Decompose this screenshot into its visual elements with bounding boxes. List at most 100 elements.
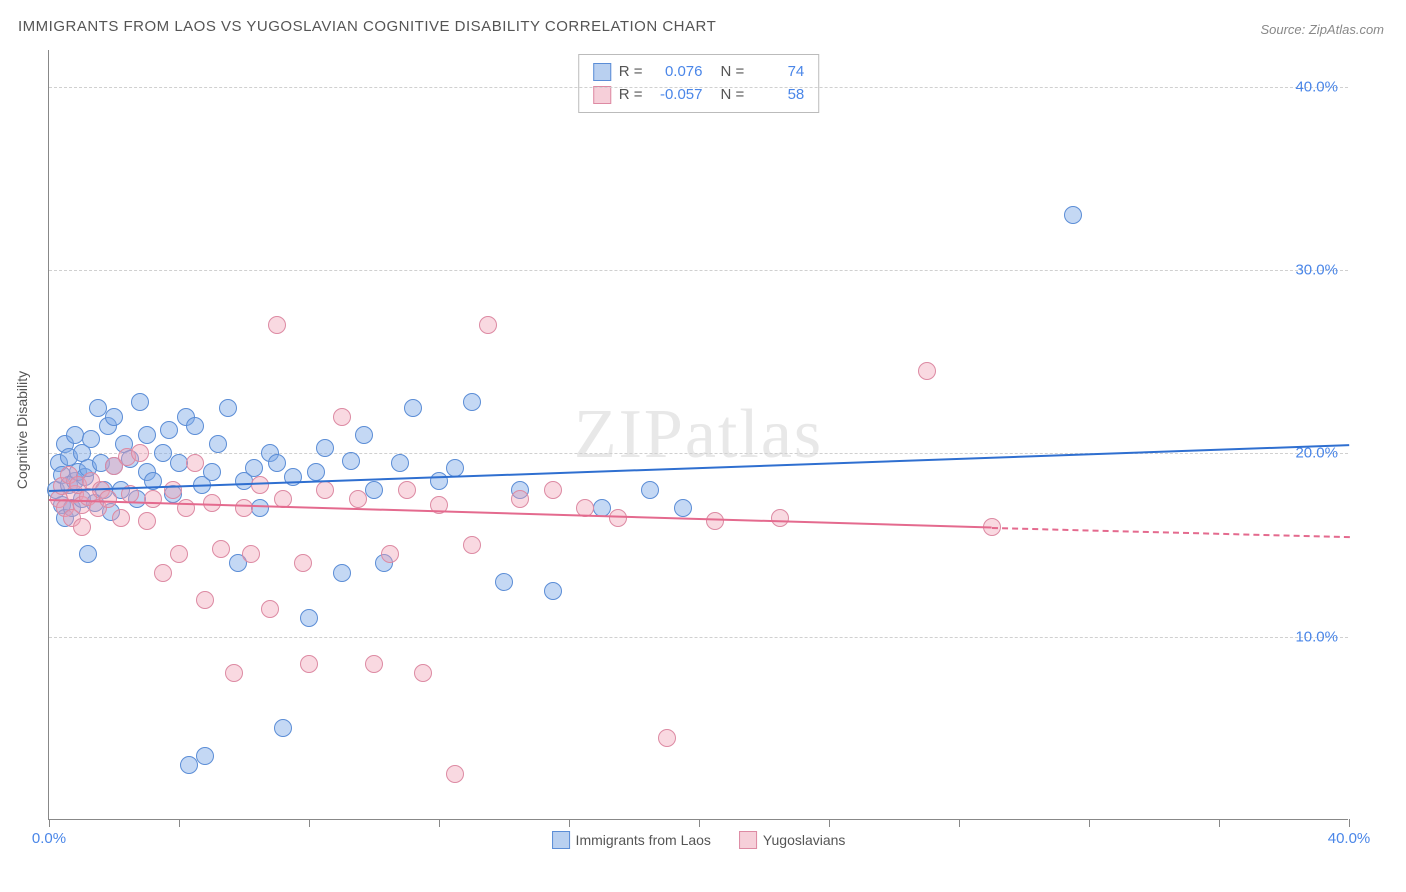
data-point (186, 417, 204, 435)
data-point (209, 435, 227, 453)
x-tick (569, 819, 570, 827)
data-point (414, 664, 432, 682)
data-point (771, 509, 789, 527)
data-point (242, 545, 260, 563)
plot-area: ZIPatlas R =0.076N =74R =-0.057N =58 Imm… (48, 50, 1348, 820)
data-point (544, 582, 562, 600)
data-point (1064, 206, 1082, 224)
data-point (131, 444, 149, 462)
watermark-bold: ZIP (574, 396, 685, 473)
data-point (544, 481, 562, 499)
data-point (131, 393, 149, 411)
legend-label: Yugoslavians (763, 832, 846, 848)
data-point (316, 439, 334, 457)
stat-N-value: 74 (752, 61, 804, 84)
x-tick (699, 819, 700, 827)
legend-swatch (739, 831, 757, 849)
data-point (180, 756, 198, 774)
data-point (294, 554, 312, 572)
data-point (706, 512, 724, 530)
data-point (355, 426, 373, 444)
data-point (316, 481, 334, 499)
data-point (300, 609, 318, 627)
y-axis-label: Cognitive Disability (14, 371, 30, 489)
data-point (164, 481, 182, 499)
data-point (203, 463, 221, 481)
source-attribution: Source: ZipAtlas.com (1260, 22, 1384, 37)
data-point (463, 536, 481, 554)
watermark: ZIPatlas (574, 395, 823, 475)
series-legend: Immigrants from Laos Yugoslavians (552, 831, 846, 849)
data-point (430, 472, 448, 490)
data-point (82, 430, 100, 448)
data-point (105, 408, 123, 426)
data-point (186, 454, 204, 472)
x-tick (829, 819, 830, 827)
data-point (658, 729, 676, 747)
x-tick (49, 819, 50, 827)
gridline-h (49, 270, 1348, 271)
data-point (89, 399, 107, 417)
data-point (274, 719, 292, 737)
data-point (479, 316, 497, 334)
data-point (219, 399, 237, 417)
data-point (79, 545, 97, 563)
chart-container: IMMIGRANTS FROM LAOS VS YUGOSLAVIAN COGN… (0, 0, 1406, 892)
data-point (268, 316, 286, 334)
data-point (112, 509, 130, 527)
stats-row: R =0.076N =74 (593, 61, 805, 84)
data-point (446, 765, 464, 783)
legend-item: Immigrants from Laos (552, 831, 711, 849)
trend-line-extrapolated (991, 527, 1349, 538)
data-point (99, 490, 117, 508)
data-point (144, 490, 162, 508)
data-point (138, 426, 156, 444)
stat-N-label: N = (721, 61, 745, 84)
data-point (404, 399, 422, 417)
data-point (333, 564, 351, 582)
data-point (349, 490, 367, 508)
data-point (225, 664, 243, 682)
data-point (398, 481, 416, 499)
chart-title: IMMIGRANTS FROM LAOS VS YUGOSLAVIAN COGN… (18, 18, 716, 35)
x-tick (1219, 819, 1220, 827)
data-point (463, 393, 481, 411)
data-point (73, 518, 91, 536)
data-point (333, 408, 351, 426)
y-tick-label: 10.0% (1295, 628, 1338, 645)
gridline-h (49, 637, 1348, 638)
x-tick (959, 819, 960, 827)
data-point (300, 655, 318, 673)
legend-swatch (552, 831, 570, 849)
data-point (170, 545, 188, 563)
data-point (918, 362, 936, 380)
data-point (235, 499, 253, 517)
data-point (511, 490, 529, 508)
x-tick-label-min: 0.0% (32, 830, 66, 847)
y-tick-label: 30.0% (1295, 262, 1338, 279)
data-point (342, 452, 360, 470)
data-point (446, 459, 464, 477)
legend-label: Immigrants from Laos (576, 832, 711, 848)
x-tick (439, 819, 440, 827)
legend-item: Yugoslavians (739, 831, 846, 849)
x-tick-label-max: 40.0% (1328, 830, 1371, 847)
y-tick-label: 40.0% (1295, 78, 1338, 95)
correlation-stats-box: R =0.076N =74R =-0.057N =58 (578, 54, 820, 113)
data-point (196, 591, 214, 609)
data-point (391, 454, 409, 472)
data-point (212, 540, 230, 558)
data-point (268, 454, 286, 472)
data-point (245, 459, 263, 477)
data-point (365, 481, 383, 499)
data-point (365, 655, 383, 673)
data-point (196, 747, 214, 765)
data-point (66, 426, 84, 444)
data-point (674, 499, 692, 517)
data-point (307, 463, 325, 481)
series-swatch (593, 86, 611, 104)
x-tick (1089, 819, 1090, 827)
x-tick (179, 819, 180, 827)
data-point (251, 499, 269, 517)
gridline-h (49, 453, 1348, 454)
